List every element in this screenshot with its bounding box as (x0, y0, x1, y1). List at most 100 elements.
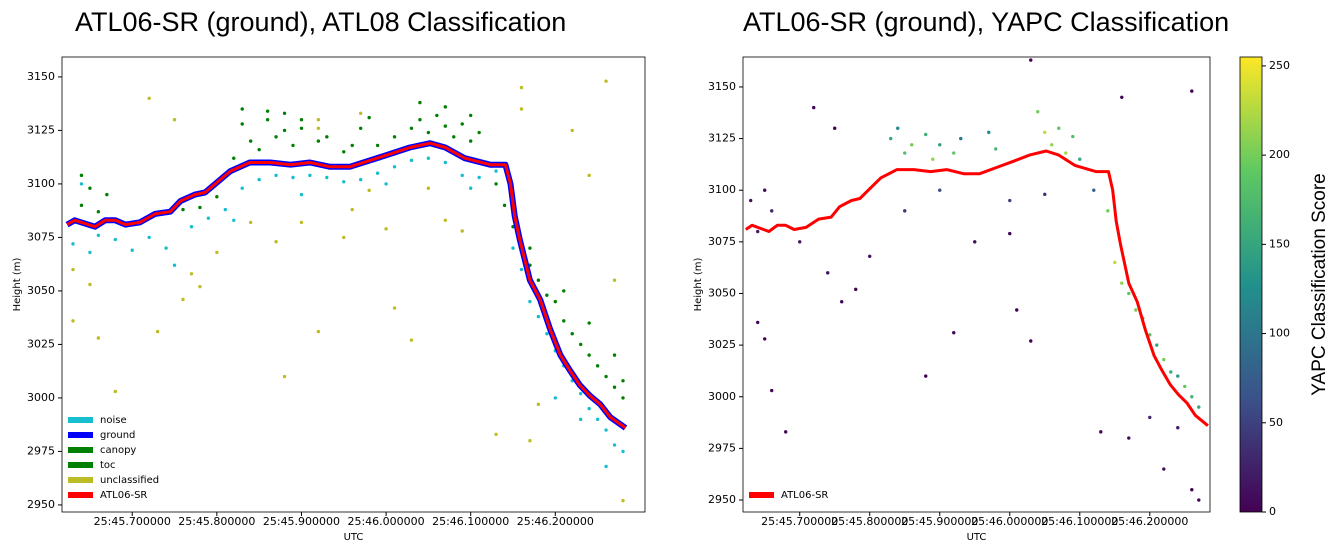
point (621, 449, 625, 454)
point (587, 173, 591, 178)
point (770, 209, 774, 213)
point (553, 299, 558, 304)
point (621, 396, 625, 400)
point (511, 246, 515, 250)
point (342, 180, 346, 184)
point (198, 284, 202, 289)
point (189, 272, 194, 276)
point (113, 389, 118, 394)
point (756, 320, 760, 325)
y-tick-label: 2975 (708, 441, 736, 454)
point (578, 391, 583, 396)
point (308, 173, 312, 178)
point (536, 278, 541, 282)
legend-label: canopy (100, 445, 136, 456)
point (189, 225, 194, 229)
point (418, 118, 422, 122)
point (206, 216, 211, 220)
legend-label: ground (100, 430, 135, 441)
chart-title: ATL06-SR (ground), YAPC Classification (743, 7, 1229, 37)
y-tick-label: 3125 (27, 123, 55, 136)
x-tick-label: 25:45.700000 (94, 515, 171, 528)
point (1148, 333, 1152, 337)
point (147, 96, 151, 101)
legend-label: noise (100, 415, 127, 426)
point (1197, 498, 1201, 502)
point (604, 428, 608, 432)
point (71, 319, 75, 323)
x-tick-label: 25:46.100000 (1041, 515, 1118, 528)
point (604, 374, 608, 379)
point (959, 136, 963, 141)
x-axis-label: UTC (967, 532, 987, 543)
point (452, 135, 456, 139)
y-tick-label: 3025 (27, 337, 55, 350)
point (812, 105, 816, 110)
y-tick-label: 2950 (708, 493, 736, 506)
point (994, 147, 998, 151)
point (316, 118, 321, 122)
x-tick-label: 25:45.900000 (263, 515, 340, 528)
point (1155, 343, 1159, 347)
x-tick-label: 25:45.900000 (901, 515, 978, 528)
x-tick-label: 25:46.200000 (517, 515, 594, 528)
point (342, 150, 346, 154)
y-tick-label: 3025 (708, 338, 736, 351)
point (833, 126, 837, 130)
point (181, 207, 185, 212)
x-axis-label: UTC (344, 532, 364, 543)
point (316, 329, 321, 334)
point (282, 128, 287, 133)
point (612, 278, 617, 282)
point (96, 336, 101, 340)
point (299, 126, 304, 130)
point (392, 306, 397, 310)
point (172, 118, 177, 122)
point (494, 182, 498, 186)
point (1078, 157, 1082, 161)
y-tick-label: 3000 (708, 390, 736, 403)
y-tick-label: 3075 (27, 230, 55, 243)
point (215, 250, 219, 255)
point (96, 210, 101, 214)
point (1169, 370, 1173, 374)
colorbar-tick-label: 0 (1269, 505, 1276, 518)
point (536, 402, 541, 407)
point (468, 186, 473, 190)
point (443, 218, 448, 222)
point (198, 205, 202, 210)
point (342, 235, 346, 240)
point (460, 173, 464, 178)
y-tick-label: 3150 (27, 70, 55, 83)
point (409, 338, 414, 342)
point (826, 271, 830, 275)
legend-label: ATL06-SR (781, 490, 828, 501)
point (172, 263, 177, 267)
point (621, 498, 625, 503)
point (1183, 384, 1187, 389)
point (325, 175, 329, 180)
x-tick-label: 25:46.100000 (432, 515, 509, 528)
point (240, 122, 244, 126)
y-tick-label: 2975 (27, 444, 55, 457)
y-axis-label: Height (m) (12, 258, 23, 312)
point (265, 109, 270, 113)
point (257, 147, 261, 152)
point (604, 464, 608, 469)
point (553, 396, 558, 400)
plot-area (744, 58, 1209, 502)
point (587, 353, 591, 357)
point (418, 100, 422, 105)
point (375, 143, 380, 148)
point (409, 158, 414, 163)
point (1043, 192, 1047, 197)
colorbar-tick-label: 150 (1269, 237, 1290, 250)
point (868, 254, 872, 259)
point (952, 331, 956, 335)
colorbar-tick-label: 200 (1269, 148, 1290, 161)
point (384, 227, 388, 231)
point (756, 229, 760, 234)
point (910, 143, 914, 147)
point (840, 300, 844, 304)
